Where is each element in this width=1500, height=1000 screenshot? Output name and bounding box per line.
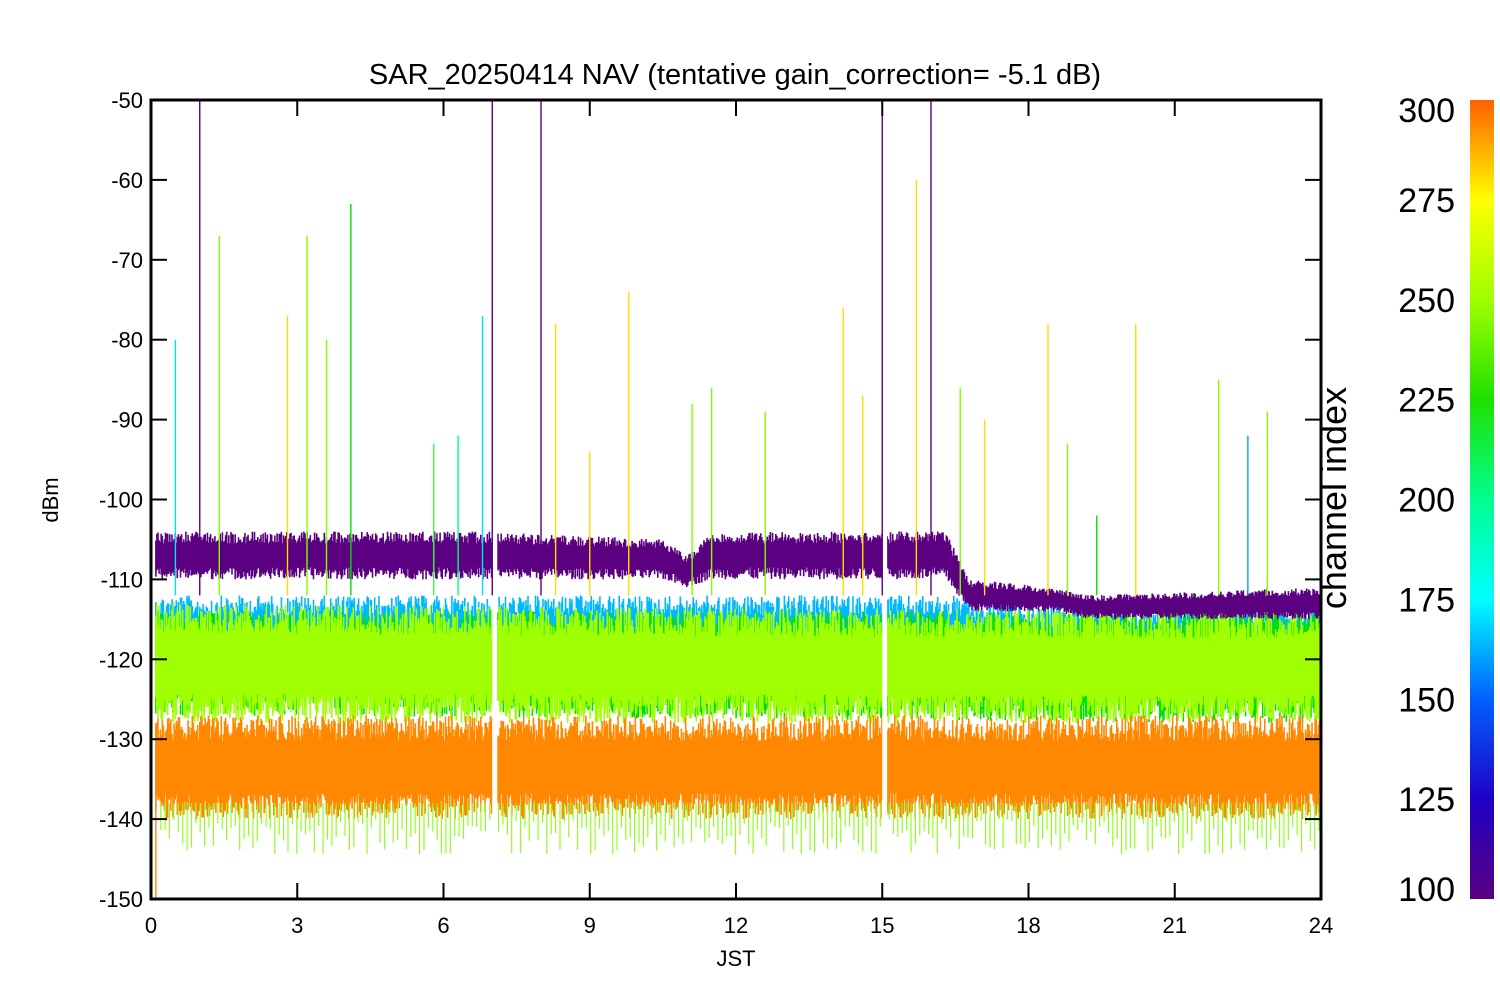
plot-area: [155, 100, 1322, 899]
y-tick-label: -140: [99, 807, 143, 832]
x-tick-label: 21: [1163, 913, 1187, 938]
colorbar-tick-label: 150: [1398, 681, 1455, 719]
colorbar: 100 125 150 175 200 225 250 275 300: [1398, 92, 1494, 909]
chart-title: SAR_20250414 NAV (tentative gain_correct…: [369, 59, 1101, 91]
y-tick-label: -110: [101, 567, 143, 592]
y-tick-label: -50: [111, 88, 143, 113]
series-band-ch105: [155, 531, 1322, 620]
x-tick-label: 3: [291, 913, 303, 938]
x-tick-label: 24: [1309, 913, 1333, 938]
axis-ticks: 0 3 6 9 12 15 18 21 24 -50 -60 -70 -80 -90 -100 -110 -12…: [99, 88, 1333, 938]
colorbar-gradient: [1470, 100, 1494, 899]
x-tick-label: 18: [1016, 913, 1040, 938]
data-gap-1: [882, 100, 888, 899]
y-tick-label: -120: [99, 647, 143, 672]
colorbar-title: channel index: [1313, 387, 1354, 609]
colorbar-tick-label: 275: [1398, 182, 1455, 220]
y-tick-label: -130: [99, 727, 143, 752]
colorbar-tick-label: 225: [1398, 382, 1455, 420]
colorbar-tick-label: 175: [1398, 581, 1455, 619]
x-tick-label: 15: [870, 913, 894, 938]
series-dips: [160, 803, 1320, 855]
x-axis-title: JST: [716, 946, 755, 971]
colorbar-tick-label: 100: [1398, 871, 1455, 909]
y-axis-title: dBm: [38, 477, 63, 522]
y-tick-label: -150: [99, 887, 143, 912]
data-gap-0: [492, 100, 498, 899]
y-tick-label: -70: [111, 248, 143, 273]
y-tick-label: -80: [111, 328, 143, 353]
y-tick-label: -100: [99, 488, 143, 513]
x-tick-label: 0: [145, 913, 157, 938]
series-band-ch285: [155, 715, 1322, 820]
colorbar-tick-label: 250: [1398, 282, 1455, 320]
colorbar-tick-label: 200: [1398, 482, 1455, 520]
series-band-ch255: [155, 603, 1322, 724]
y-tick-label: -60: [111, 168, 143, 193]
x-tick-label: 9: [584, 913, 596, 938]
colorbar-tick-label: 300: [1398, 92, 1455, 130]
x-tick-label: 6: [437, 913, 449, 938]
colorbar-tick-label: 125: [1398, 781, 1455, 819]
x-tick-label: 12: [724, 913, 748, 938]
y-tick-label: -90: [111, 408, 143, 433]
